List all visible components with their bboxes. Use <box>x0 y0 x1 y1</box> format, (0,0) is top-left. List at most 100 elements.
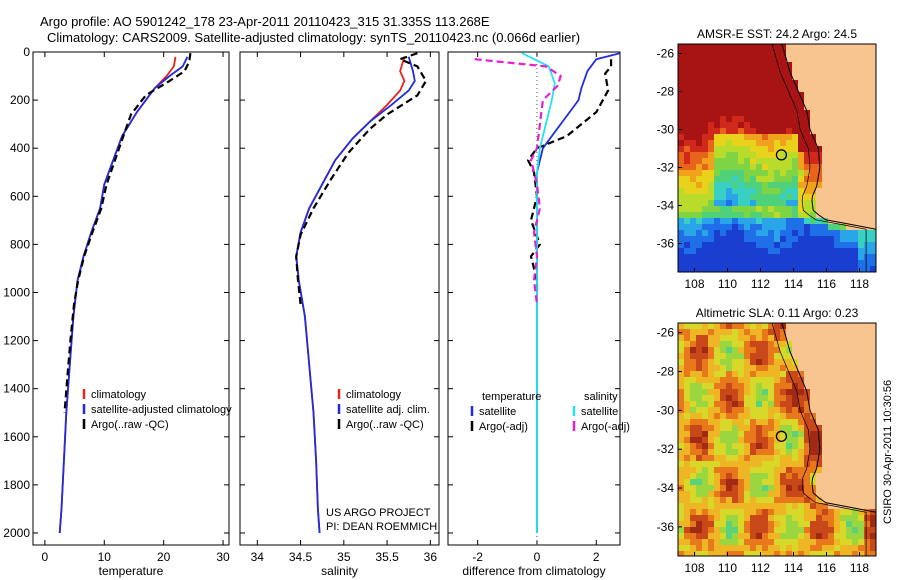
sla-map-cell <box>798 515 804 521</box>
sla-map-cell <box>834 395 840 401</box>
sst-map-cell <box>810 116 816 122</box>
sla-map-cell <box>786 521 792 527</box>
sst-map-cell <box>690 200 696 206</box>
sst-map-cell <box>690 158 696 164</box>
sst-map-cell <box>780 260 786 266</box>
sla-map-cell <box>828 359 834 365</box>
sst-map-cell <box>696 230 702 236</box>
sla-map-cell <box>792 389 798 395</box>
sst-map-cell <box>738 74 744 80</box>
sla-map-cell <box>684 491 690 497</box>
sst-map-cell <box>738 260 744 266</box>
sst-map-cell <box>690 170 696 176</box>
sst-map-cell <box>804 254 810 260</box>
sla-map-cell <box>702 401 708 407</box>
sla-map-cell <box>762 395 768 401</box>
sla-map-cell <box>786 395 792 401</box>
sla-map-cell <box>798 395 804 401</box>
sla-map-cell <box>870 383 876 389</box>
sla-map-cell <box>810 449 816 455</box>
sla-map-cell <box>708 503 714 509</box>
sla-map-cell <box>744 449 750 455</box>
sst-map-cell <box>792 182 798 188</box>
salinity-series-1-line <box>295 56 416 534</box>
sst-map-cell <box>774 140 780 146</box>
sla-map-cell <box>822 437 828 443</box>
sla-map-cell <box>702 377 708 383</box>
sla-map-cell <box>768 449 774 455</box>
sst-map-cell <box>738 68 744 74</box>
sst-map-cell <box>768 194 774 200</box>
sst-map-cell <box>702 188 708 194</box>
sla-map-cell <box>786 353 792 359</box>
sst-map-cell <box>750 170 756 176</box>
sla-map-cell <box>708 473 714 479</box>
sla-map-cell <box>834 473 840 479</box>
sla-map-cell <box>708 353 714 359</box>
sst-map-cell <box>762 158 768 164</box>
sst-map-cell <box>786 122 792 128</box>
sla-map-cell <box>756 389 762 395</box>
sst-map-cell <box>822 146 828 152</box>
sla-map-cell <box>780 353 786 359</box>
sst-map-cell <box>852 212 858 218</box>
sst-map-cell <box>846 62 852 68</box>
sst-map-cell <box>684 260 690 266</box>
sst-map-cell <box>846 92 852 98</box>
sst-map-cell <box>840 152 846 158</box>
sst-map-cell <box>732 170 738 176</box>
sst-map-cell <box>756 134 762 140</box>
sst-lon-label: 114 <box>784 277 803 291</box>
sla-map-cell <box>840 407 846 413</box>
sst-map-cell <box>858 158 864 164</box>
sla-map-cell <box>792 377 798 383</box>
sla-map-cell <box>738 551 744 556</box>
sla-map-cell <box>768 329 774 335</box>
sla-map-cell <box>750 503 756 509</box>
sst-map-cell <box>804 170 810 176</box>
sla-map-cell <box>780 527 786 533</box>
sla-map-cell <box>858 551 864 556</box>
sst-map-cell <box>696 122 702 128</box>
sst-map-cell <box>834 116 840 122</box>
sst-map-cell <box>678 212 684 218</box>
sla-map-cell <box>678 449 684 455</box>
sla-map-cell <box>810 479 816 485</box>
sst-coastline <box>781 44 876 272</box>
sst-map-cell <box>852 56 858 62</box>
sst-map-cell <box>870 164 876 170</box>
sla-map-cell <box>792 515 798 521</box>
sst-map-cell <box>816 128 822 134</box>
sst-map-cell <box>792 176 798 182</box>
sst-map-cell <box>858 92 864 98</box>
sla-map-cell <box>678 419 684 425</box>
sla-map-cell <box>708 455 714 461</box>
sla-map-cell <box>774 539 780 545</box>
sla-map-cell <box>864 425 870 431</box>
sst-map-cell <box>852 98 858 104</box>
sst-map-cell <box>804 212 810 218</box>
sla-map-cell <box>852 551 858 556</box>
sst-map-cell <box>720 140 726 146</box>
sla-map-cell <box>834 455 840 461</box>
sst-map-cell <box>690 86 696 92</box>
sst-map-cell <box>738 86 744 92</box>
sla-map-cell <box>810 323 816 329</box>
sst-map-cell <box>690 134 696 140</box>
sst-map-cell <box>750 188 756 194</box>
sst-map-cell <box>708 254 714 260</box>
sst-map-cell <box>864 224 870 230</box>
sst-map-cell <box>780 74 786 80</box>
sst-map-cell <box>834 92 840 98</box>
sla-map-cell <box>846 473 852 479</box>
sla-map-cell <box>798 503 804 509</box>
sst-map-cell <box>714 152 720 158</box>
sst-map-cell <box>720 266 726 272</box>
sla-map-cell <box>822 395 828 401</box>
sst-map-cell <box>828 86 834 92</box>
sst-map-cell <box>798 92 804 98</box>
sla-map-cell <box>810 551 816 556</box>
sst-map-cell <box>864 266 870 272</box>
sla-map-cell <box>702 467 708 473</box>
sla-map-cell <box>708 533 714 539</box>
